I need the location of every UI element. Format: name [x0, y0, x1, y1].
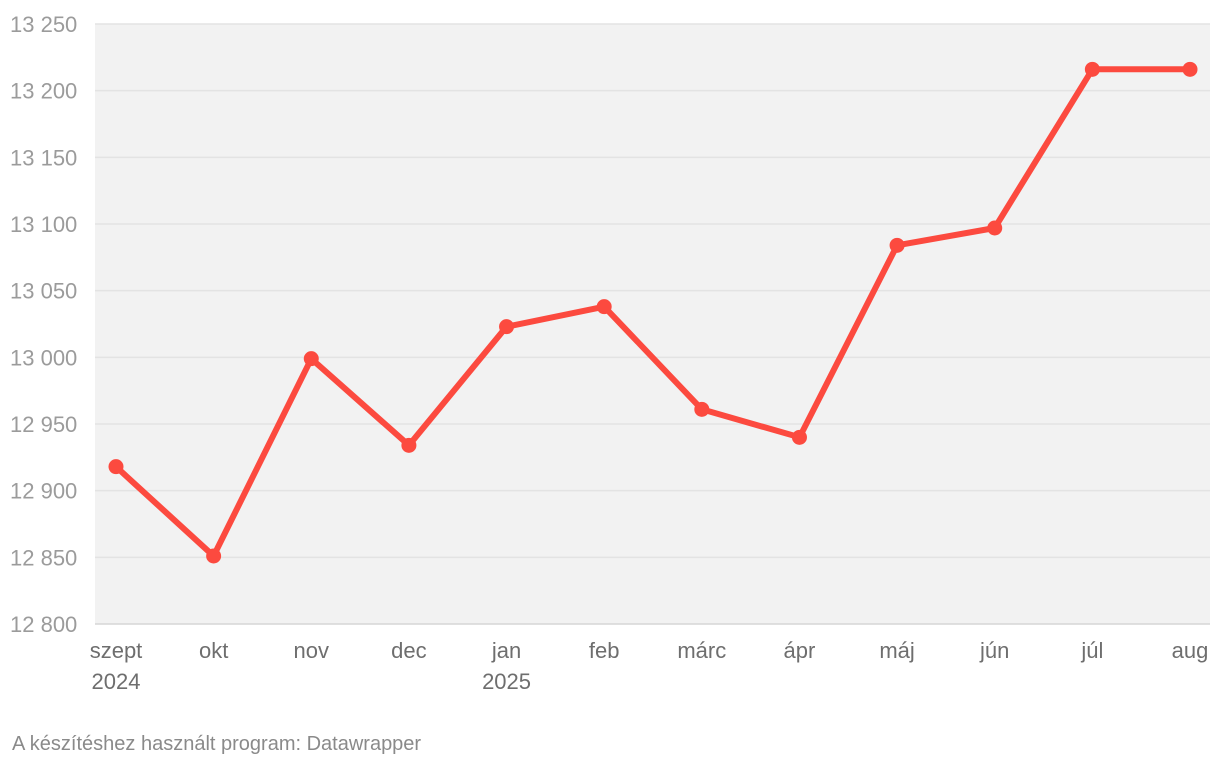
- x-tick-label: ápr: [784, 638, 816, 663]
- x-tick-label: jan 2025: [482, 638, 531, 694]
- data-point: [303, 351, 319, 367]
- x-tick-label: szept 2024: [90, 638, 143, 694]
- data-point: [1084, 61, 1100, 77]
- x-tick-label: máj: [879, 638, 914, 663]
- data-point: [596, 299, 612, 315]
- data-point: [1182, 61, 1198, 77]
- y-tick-label: 13 000: [10, 345, 77, 370]
- y-tick-label: 13 150: [10, 145, 77, 170]
- data-point: [694, 401, 710, 417]
- y-tick-label: 13 050: [10, 279, 77, 304]
- data-point: [499, 319, 515, 335]
- y-tick-label: 12 800: [10, 612, 77, 637]
- data-point: [401, 437, 417, 453]
- x-tick-label: dec: [391, 638, 426, 663]
- x-tick-label: aug: [1172, 638, 1209, 663]
- data-point: [108, 459, 124, 475]
- x-tick-label: júl: [1080, 638, 1103, 663]
- plot-area: [95, 24, 1210, 624]
- y-tick-label: 12 950: [10, 412, 77, 437]
- x-tick-label: jún: [979, 638, 1009, 663]
- y-tick-label: 13 250: [10, 12, 77, 37]
- y-tick-label: 13 100: [10, 212, 77, 237]
- line-chart: 12 800 12 850 12 900 12 950 13 000 13 050 13 1…: [10, 12, 1210, 694]
- x-tick-label: nov: [294, 638, 329, 663]
- y-tick-label: 12 850: [10, 545, 77, 570]
- data-point: [206, 548, 222, 564]
- x-tick-label: okt: [199, 638, 228, 663]
- y-tick-label: 12 900: [10, 479, 77, 504]
- y-axis-tick-labels: 12 800 12 850 12 900 12 950 13 000 13 050 13 1…: [10, 12, 77, 637]
- data-point: [791, 429, 807, 445]
- y-tick-label: 13 200: [10, 79, 77, 104]
- series-line: [113, 66, 1193, 559]
- data-point: [889, 237, 905, 253]
- x-tick-label: feb: [589, 638, 620, 663]
- x-axis-tick-labels: szept 2024 okt nov dec jan 2025 feb márc ápr máj jú…: [90, 638, 1209, 694]
- data-point: [987, 220, 1003, 236]
- series-layer: [108, 61, 1198, 564]
- source-credit: A készítéshez használt program: Datawrap…: [12, 733, 422, 755]
- x-tick-label: márc: [677, 638, 726, 663]
